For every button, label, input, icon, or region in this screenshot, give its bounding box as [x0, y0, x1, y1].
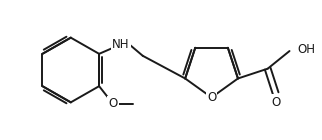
Text: NH: NH	[112, 38, 130, 51]
Text: OH: OH	[298, 43, 316, 56]
Text: O: O	[109, 97, 118, 110]
Text: O: O	[207, 91, 216, 104]
Text: O: O	[271, 95, 280, 108]
